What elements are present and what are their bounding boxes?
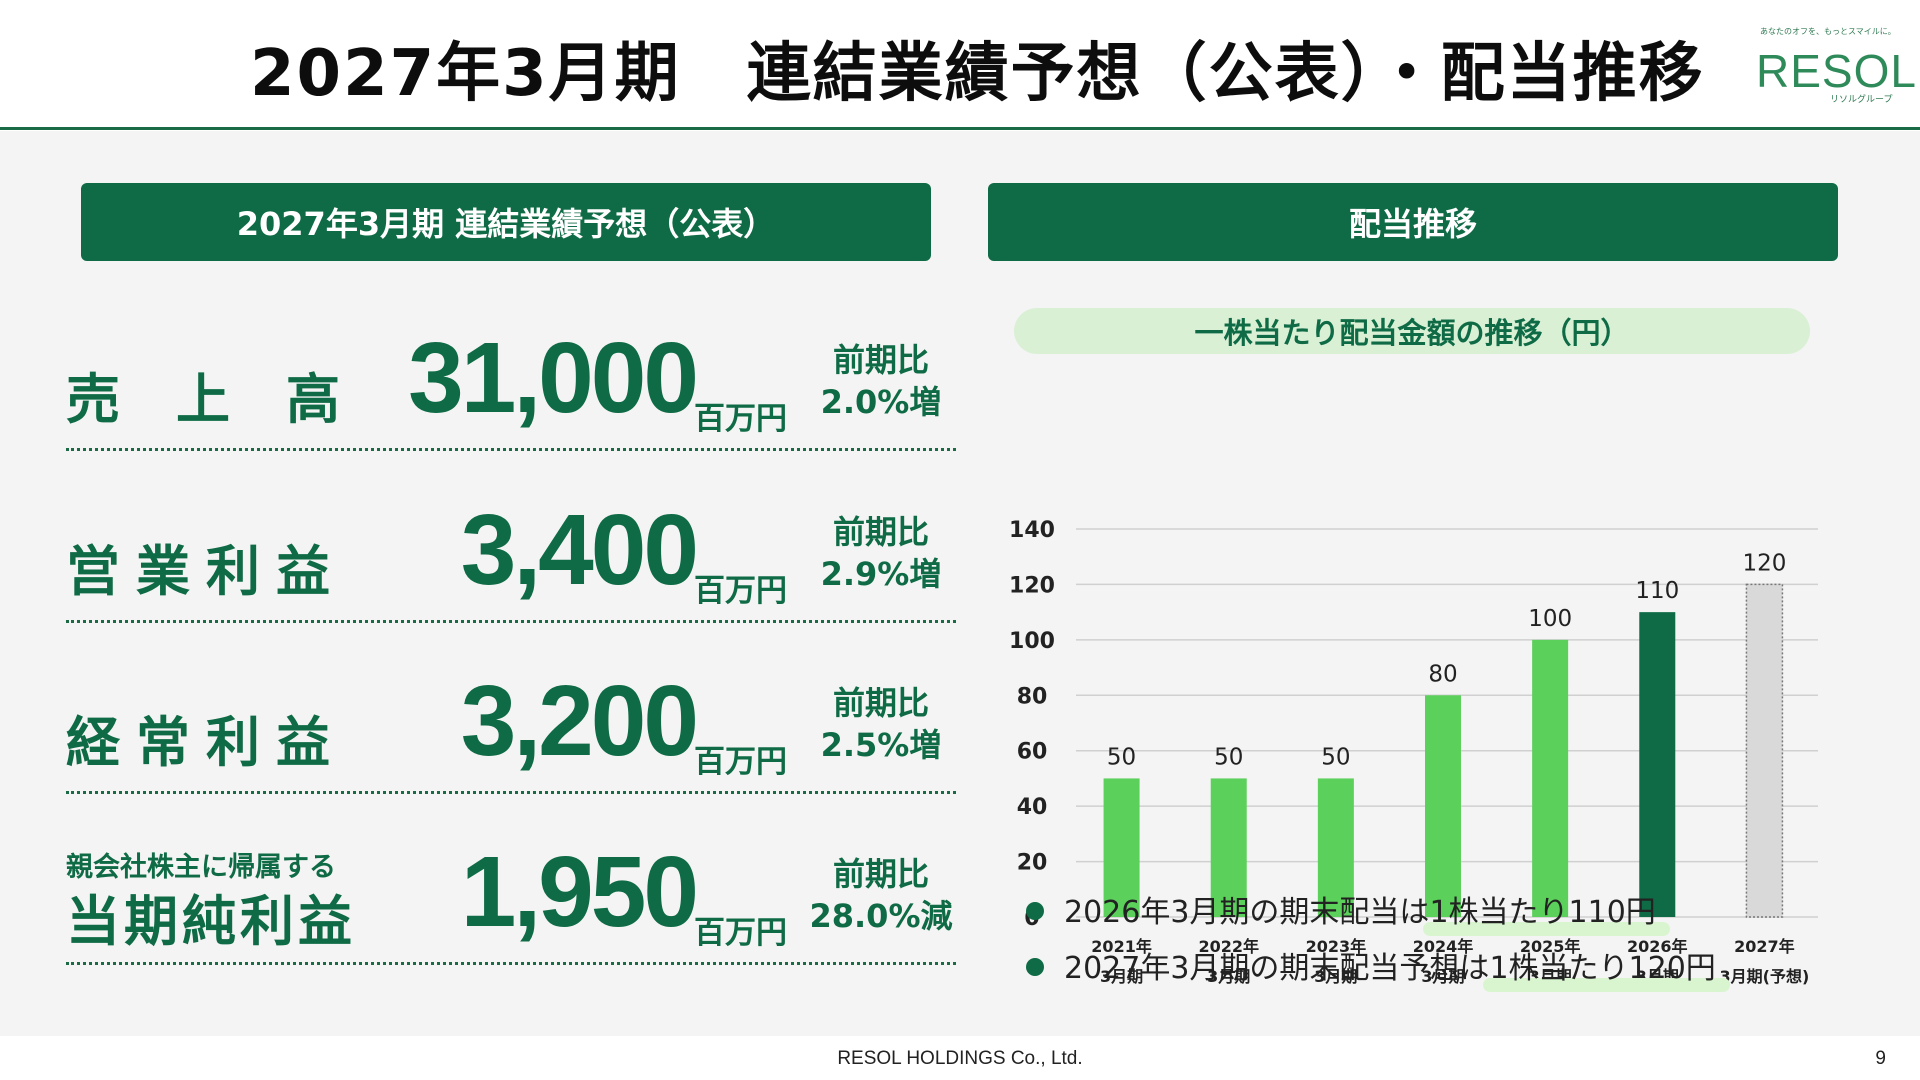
- bullet-icon: [1026, 901, 1044, 920]
- dividend-panel-header: 配当推移: [988, 183, 1838, 261]
- metric-row-sales: 売上高 31,000 百万円 前期比 2.0%増: [66, 301, 956, 451]
- metric-row-ordinary-profit: 経常利益 3,200 百万円 前期比 2.5%増: [66, 644, 956, 794]
- dividend-note-2027: 2027年3月期の期末配当予想は1株当たり120円: [1026, 943, 1716, 987]
- slide-header: 2027年3月期 連結業績予想（公表）・配当推移 あなたのオフを、もっとスマイル…: [0, 0, 1920, 130]
- bar: [1210, 778, 1247, 917]
- metric-label: 営業利益: [66, 540, 346, 603]
- x-tick-label: 3月期: [1100, 967, 1143, 986]
- y-tick-label: 140: [1009, 518, 1055, 543]
- data-label: 120: [1742, 550, 1786, 576]
- header-divider: [0, 127, 1920, 130]
- y-tick-label: 60: [1017, 740, 1048, 765]
- y-tick-label: 40: [1017, 795, 1048, 820]
- comparison-label: 前期比: [832, 855, 929, 893]
- metric-comparison: 前期比 2.5%増: [806, 682, 956, 766]
- bar: [1103, 778, 1140, 917]
- data-label: 50: [1214, 744, 1243, 770]
- note-prefix: 2027年3月期の期末配当予想は: [1064, 951, 1490, 986]
- footer-company: RESOL HOLDINGS Co., Ltd.: [837, 1048, 1083, 1069]
- metric-comparison: 前期比 28.0%減: [806, 853, 956, 937]
- metric-label: 経常利益: [66, 711, 346, 774]
- chart-title: 一株当たり配当金額の推移（円）: [1014, 308, 1810, 354]
- metric-row-operating-profit: 営業利益 3,400 百万円 前期比 2.9%増: [66, 473, 956, 623]
- comparison-value: 2.5%増: [820, 726, 942, 764]
- bar: [1639, 612, 1676, 917]
- bullet-icon: [1026, 957, 1044, 976]
- comparison-value: 28.0%減: [809, 897, 953, 935]
- y-tick-label: 80: [1017, 684, 1048, 709]
- comparison-value: 2.9%増: [820, 555, 942, 593]
- comparison-value: 2.0%増: [820, 383, 942, 421]
- bar: [1425, 695, 1461, 917]
- logo-tagline: あなたのオフを、もっとスマイルに。: [1760, 27, 1896, 36]
- note-prefix: 2026年3月期の期末配当は: [1064, 895, 1430, 930]
- dotted-divider: [66, 448, 956, 451]
- comparison-label: 前期比: [832, 684, 929, 722]
- data-label: 100: [1528, 606, 1572, 632]
- comparison-label: 前期比: [832, 513, 929, 551]
- dotted-divider: [66, 620, 956, 623]
- data-label: 80: [1428, 661, 1457, 687]
- y-tick-label: 120: [1009, 573, 1055, 598]
- x-tick-label: 2024年: [1413, 937, 1474, 956]
- data-label: 110: [1635, 578, 1679, 604]
- x-tick-label: 2023年: [1306, 937, 1367, 956]
- x-tick-label: 3月期: [1421, 967, 1464, 986]
- page-title: 2027年3月期 連結業績予想（公表）・配当推移: [250, 37, 1705, 111]
- comparison-label: 前期比: [832, 341, 929, 379]
- slide-body: 2027年3月期 連結業績予想（公表） 配当推移 売上高 31,000 百万円 …: [0, 131, 1920, 1036]
- metric-unit: 百万円: [694, 915, 787, 951]
- x-tick-label: 2021年: [1091, 937, 1152, 956]
- x-tick-label: 2022年: [1198, 937, 1259, 956]
- dotted-divider: [66, 791, 956, 794]
- data-label: 50: [1107, 744, 1136, 770]
- metric-label: 当期純利益: [66, 890, 356, 953]
- metric-comparison: 前期比 2.0%増: [806, 339, 956, 423]
- metric-unit: 百万円: [694, 401, 787, 437]
- dividend-note-2026: 2026年3月期の期末配当は1株当たり110円: [1026, 887, 1656, 931]
- y-tick-label: 20: [1017, 851, 1048, 876]
- metric-row-net-income: 親会社株主に帰属する 当期純利益 1,950 百万円 前期比 28.0%減: [66, 815, 956, 965]
- metric-unit: 百万円: [694, 744, 787, 780]
- resol-logo: あなたのオフを、もっとスマイルに。 RESOL リソルグループ: [1752, 26, 1916, 106]
- metric-label: 売上高: [66, 368, 396, 431]
- dividend-bar-chart: 020406080100120140502021年3月期502022年3月期50…: [1009, 518, 1818, 986]
- forecast-panel-header: 2027年3月期 連結業績予想（公表）: [81, 183, 931, 261]
- dotted-divider: [66, 962, 956, 965]
- bar: [1745, 583, 1784, 918]
- bar: [1532, 639, 1569, 917]
- slide-footer: RESOL HOLDINGS Co., Ltd. 9: [0, 1036, 1920, 1080]
- x-tick-label: 3月期: [1314, 967, 1357, 986]
- logo-wordmark: RESOL: [1756, 45, 1917, 97]
- metric-value: 3,200: [460, 665, 699, 777]
- x-tick-label: 3月期: [1207, 967, 1250, 986]
- metric-value: 31,000: [408, 322, 699, 434]
- logo-subtext: リソルグループ: [1830, 95, 1893, 105]
- x-tick-label: 2027年: [1734, 937, 1795, 956]
- y-tick-label: 100: [1009, 629, 1055, 654]
- metric-unit: 百万円: [694, 573, 787, 609]
- bar: [1317, 778, 1354, 917]
- page-number: 9: [1875, 1048, 1886, 1069]
- note-highlight: 1株当たり110円: [1429, 895, 1656, 930]
- metric-comparison: 前期比 2.9%増: [806, 511, 956, 595]
- metric-value: 3,400: [460, 494, 699, 606]
- x-tick-label: 3月期(予想): [1720, 967, 1810, 986]
- metric-value: 1,950: [460, 836, 699, 948]
- note-highlight: 1株当たり120円: [1489, 951, 1716, 986]
- metric-sublabel: 親会社株主に帰属する: [66, 852, 336, 883]
- data-label: 50: [1321, 744, 1350, 770]
